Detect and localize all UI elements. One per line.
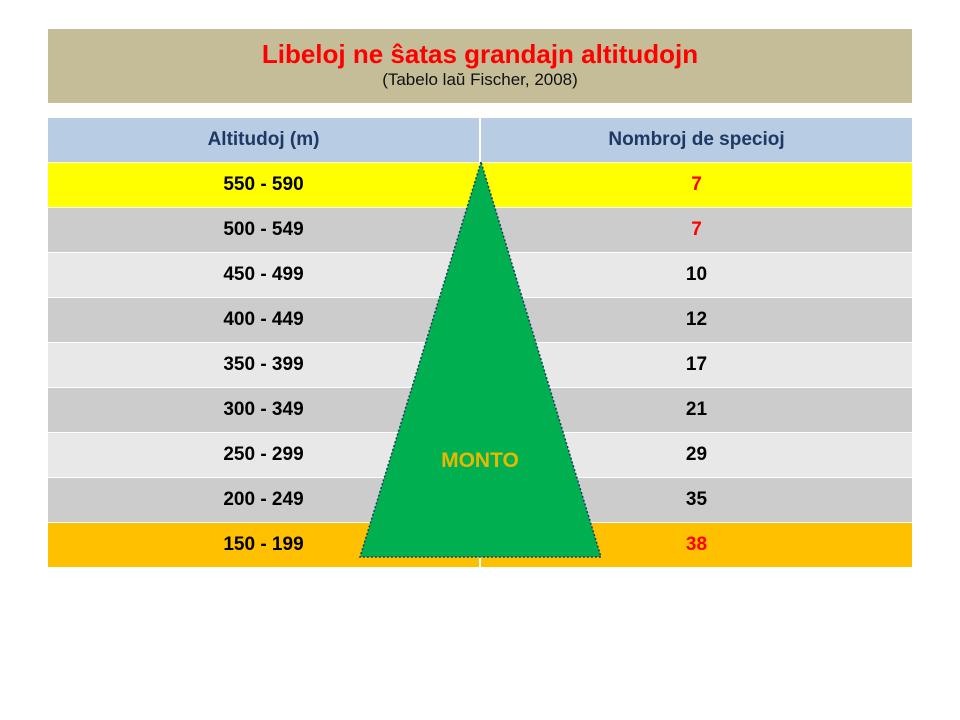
count-cell: 10 <box>480 252 912 298</box>
table-row: 450 - 499 10 <box>48 252 912 298</box>
count-cell: 21 <box>480 387 912 433</box>
count-cell: 29 <box>480 432 912 478</box>
altitude-cell: 550 - 590 <box>48 162 481 208</box>
altitude-cell: 250 - 299 <box>48 432 481 478</box>
table-row: 300 - 349 21 <box>48 387 912 433</box>
altitude-cell: 400 - 449 <box>48 297 481 343</box>
altitude-cell: 150 - 199 <box>48 522 481 567</box>
altitude-cell: 500 - 549 <box>48 207 481 253</box>
count-cell: 17 <box>480 342 912 388</box>
table-row: 250 - 299 29 <box>48 432 912 478</box>
table-row: 350 - 399 17 <box>48 342 912 388</box>
altitude-cell: 450 - 499 <box>48 252 481 298</box>
table-header-row: Altitudoj (m) Nombroj de specioj <box>48 118 912 163</box>
count-cell: 7 <box>480 207 912 253</box>
table-row: 400 - 449 12 <box>48 297 912 343</box>
table-row: 150 - 199 38 <box>48 522 912 567</box>
altitude-species-table: Altitudoj (m) Nombroj de specioj 550 - 5… <box>48 118 912 567</box>
slide-subtitle: (Tabelo laŭ Fischer, 2008) <box>382 70 578 89</box>
table-row: 500 - 549 7 <box>48 207 912 253</box>
table-row: 550 - 590 7 <box>48 162 912 208</box>
altitude-cell: 300 - 349 <box>48 387 481 433</box>
count-cell: 35 <box>480 477 912 523</box>
count-cell: 12 <box>480 297 912 343</box>
count-cell: 38 <box>480 522 912 567</box>
altitude-cell: 200 - 249 <box>48 477 481 523</box>
slide-title: Libeloj ne ŝatas grandajn altitudojn <box>261 39 699 69</box>
table-row: 200 - 249 35 <box>48 477 912 523</box>
title-box: Libeloj ne ŝatas grandajn altitudojn (Ta… <box>48 29 912 103</box>
header-species-count: Nombroj de specioj <box>480 118 912 163</box>
count-cell: 7 <box>480 162 912 208</box>
altitude-cell: 350 - 399 <box>48 342 481 388</box>
header-altitude: Altitudoj (m) <box>48 118 481 163</box>
